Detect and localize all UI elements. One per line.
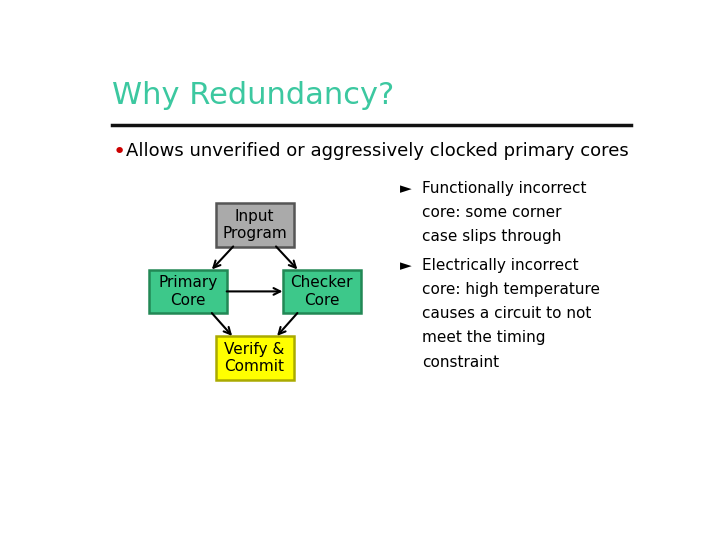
Text: case slips through: case slips through bbox=[422, 230, 562, 245]
Text: meet the timing: meet the timing bbox=[422, 330, 546, 346]
FancyBboxPatch shape bbox=[282, 269, 361, 313]
Text: •: • bbox=[112, 141, 125, 161]
Text: core: high temperature: core: high temperature bbox=[422, 282, 600, 297]
FancyBboxPatch shape bbox=[148, 269, 227, 313]
FancyBboxPatch shape bbox=[215, 336, 294, 380]
Text: Input
Program: Input Program bbox=[222, 208, 287, 241]
Text: Checker
Core: Checker Core bbox=[290, 275, 353, 308]
Text: Allows unverified or aggressively clocked primary cores: Allows unverified or aggressively clocke… bbox=[126, 141, 629, 160]
Text: causes a circuit to not: causes a circuit to not bbox=[422, 306, 591, 321]
Text: Electrically incorrect: Electrically incorrect bbox=[422, 258, 579, 273]
Text: Functionally incorrect: Functionally incorrect bbox=[422, 181, 587, 196]
Text: Verify &
Commit: Verify & Commit bbox=[225, 342, 285, 374]
Text: core: some corner: core: some corner bbox=[422, 205, 562, 220]
Text: Why Redundancy?: Why Redundancy? bbox=[112, 82, 395, 111]
Text: ►: ► bbox=[400, 181, 411, 196]
FancyBboxPatch shape bbox=[215, 203, 294, 247]
Text: ►: ► bbox=[400, 258, 411, 273]
Text: Primary
Core: Primary Core bbox=[158, 275, 217, 308]
Text: constraint: constraint bbox=[422, 355, 499, 369]
